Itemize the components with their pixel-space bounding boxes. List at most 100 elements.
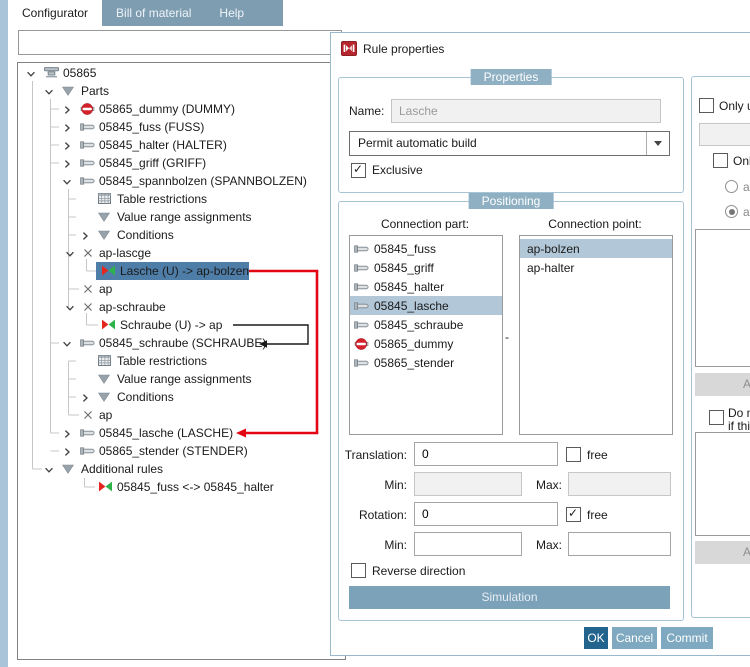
tree-row[interactable]: 05845_lasche (LASCHE)	[18, 424, 345, 442]
tree-row[interactable]: Schraube (U) -> ap	[18, 316, 345, 334]
bolt-icon	[354, 358, 369, 368]
usage-list[interactable]	[695, 229, 750, 367]
tree-row-label: 05865_stender (STENDER)	[99, 444, 248, 458]
translation-max-field[interactable]	[568, 472, 671, 496]
exclusive-checkbox[interactable]	[351, 162, 366, 178]
translation-field[interactable]	[414, 442, 558, 466]
tree-filter-input[interactable]	[18, 30, 342, 55]
collapse-chevron-icon[interactable]	[62, 338, 72, 352]
expand-chevron-icon[interactable]	[62, 104, 72, 118]
tree-row[interactable]: 05845_griff (GRIFF)	[18, 154, 345, 172]
only-use-checkbox[interactable]	[699, 98, 714, 113]
tree-row[interactable]: 05865	[18, 64, 345, 82]
tree-row[interactable]: Table restrictions	[18, 352, 345, 370]
expand-chevron-icon[interactable]	[62, 158, 72, 172]
list-item[interactable]: 05845_schraube	[350, 315, 502, 334]
list-item[interactable]: ap-bolzen	[520, 239, 672, 258]
collapse-chevron-icon[interactable]	[44, 464, 54, 478]
collapse-chevron-icon[interactable]	[65, 302, 75, 316]
tree-row[interactable]: Conditions	[18, 226, 345, 244]
expand-chevron-icon[interactable]	[80, 230, 90, 244]
translation-free-checkbox[interactable]	[566, 447, 581, 462]
tree-row-label: Additional rules	[81, 462, 164, 476]
usage-field[interactable]	[699, 123, 750, 146]
tree-row[interactable]: 05865_stender (STENDER)	[18, 442, 345, 460]
expand-chevron-icon[interactable]	[80, 392, 90, 406]
tree-row-label: 05845_fuss (FUSS)	[99, 120, 205, 134]
collapse-chevron-icon[interactable]	[65, 248, 75, 262]
bolt-icon	[354, 263, 369, 273]
reverse-direction-label: Reverse direction	[372, 564, 466, 578]
collapse-chevron-icon[interactable]	[26, 68, 36, 82]
tree-row-label: ap	[99, 408, 113, 422]
translation-min-field[interactable]	[414, 472, 522, 496]
tree-row[interactable]: Parts	[18, 82, 345, 100]
exception-list[interactable]	[695, 432, 750, 536]
list-item[interactable]: 05845_lasche	[350, 296, 502, 315]
list-item[interactable]: 05845_halter	[350, 277, 502, 296]
name-field[interactable]	[391, 99, 661, 123]
only-checkbox[interactable]	[713, 153, 728, 168]
tab-configurator[interactable]: Configurator	[8, 0, 103, 26]
list-item[interactable]: 05865_dummy	[350, 334, 502, 353]
tab-help[interactable]: Help	[219, 6, 245, 20]
list-item[interactable]: ap-halter	[520, 258, 672, 277]
list-item[interactable]: 05845_griff	[350, 258, 502, 277]
expand-chevron-icon[interactable]	[62, 140, 72, 154]
list-item-label: 05845_lasche	[374, 298, 449, 313]
expand-chevron-icon[interactable]	[62, 446, 72, 460]
connection-part-list[interactable]: 05845_fuss 05845_griff 05845_halter 05845_l…	[349, 235, 503, 435]
tree-row-label: Value range assignments	[117, 210, 252, 224]
tree-row[interactable]: Table restrictions	[18, 190, 345, 208]
tree-row[interactable]: Additional rules	[18, 460, 345, 478]
tree-row[interactable]: 05865_dummy (DUMMY)	[18, 100, 345, 118]
expand-chevron-icon[interactable]	[62, 428, 72, 442]
translation-max-label: Max:	[535, 478, 562, 492]
collapse-chevron-icon[interactable]	[44, 86, 54, 100]
radio-at-least[interactable]	[725, 205, 738, 218]
build-mode-dropdown[interactable]: Permit automatic build	[349, 131, 670, 156]
ok-button[interactable]: OK	[584, 627, 608, 649]
tree-row[interactable]: 05845_fuss (FUSS)	[18, 118, 345, 136]
dialog-title: Rule properties	[363, 42, 445, 56]
tree-row[interactable]: 05845_schraube (SCHRAUBE)	[18, 334, 345, 352]
do-not-checkbox[interactable]	[709, 410, 724, 425]
list-item-label: 05845_fuss	[374, 241, 437, 256]
list-item-label: 05845_griff	[374, 260, 434, 275]
add-button[interactable]: A	[695, 373, 750, 396]
bolt-icon	[80, 337, 95, 351]
tree-row[interactable]: 05845_spannbolzen (SPANNBOLZEN)	[18, 172, 345, 190]
commit-button[interactable]: Commit	[661, 627, 713, 649]
tree-row[interactable]: 05845_halter (HALTER)	[18, 136, 345, 154]
properties-group: Properties Name: Permit automatic build …	[338, 69, 684, 193]
tree-row-label: Conditions	[117, 228, 174, 242]
tree-row[interactable]: Value range assignments	[18, 208, 345, 226]
rotation-min-field[interactable]	[414, 532, 522, 556]
tree-row[interactable]: Conditions	[18, 388, 345, 406]
tree-row[interactable]: ap	[18, 406, 345, 424]
tree-row[interactable]: ap-schraube	[18, 298, 345, 316]
rotation-max-field[interactable]	[568, 532, 671, 556]
tree-row[interactable]: ap-lascge	[18, 244, 345, 262]
add-button-2[interactable]: A	[695, 541, 750, 564]
tree-row[interactable]: ap	[18, 280, 345, 298]
reverse-direction-checkbox[interactable]	[351, 563, 366, 578]
tree-row[interactable]: Lasche (U) -> ap-bolzen	[18, 262, 345, 280]
tree-row[interactable]: Value range assignments	[18, 370, 345, 388]
usage-group: Only us Only all at l A Do nif this A	[691, 76, 750, 618]
rotation-field[interactable]	[414, 502, 558, 526]
cancel-button[interactable]: Cancel	[612, 627, 657, 649]
chevron-down-icon[interactable]	[646, 132, 669, 155]
expand-chevron-icon[interactable]	[62, 122, 72, 136]
list-item[interactable]: 05865_stender	[350, 353, 502, 372]
rotation-free-checkbox[interactable]	[566, 506, 581, 522]
simulation-button[interactable]: Simulation	[349, 586, 670, 609]
tree-row-label: ap-schraube	[99, 300, 166, 314]
list-item[interactable]: 05845_fuss	[350, 239, 502, 258]
tab-bill-of-material[interactable]: Bill of material	[116, 6, 192, 20]
connection-point-list[interactable]: ap-bolzen ap-halter	[519, 235, 673, 435]
tree-row[interactable]: 05845_fuss <-> 05845_halter	[18, 478, 345, 496]
collapse-chevron-icon[interactable]	[62, 176, 72, 190]
radio-all[interactable]	[725, 180, 738, 193]
tree-row-label: Schraube (U) -> ap	[120, 318, 223, 332]
